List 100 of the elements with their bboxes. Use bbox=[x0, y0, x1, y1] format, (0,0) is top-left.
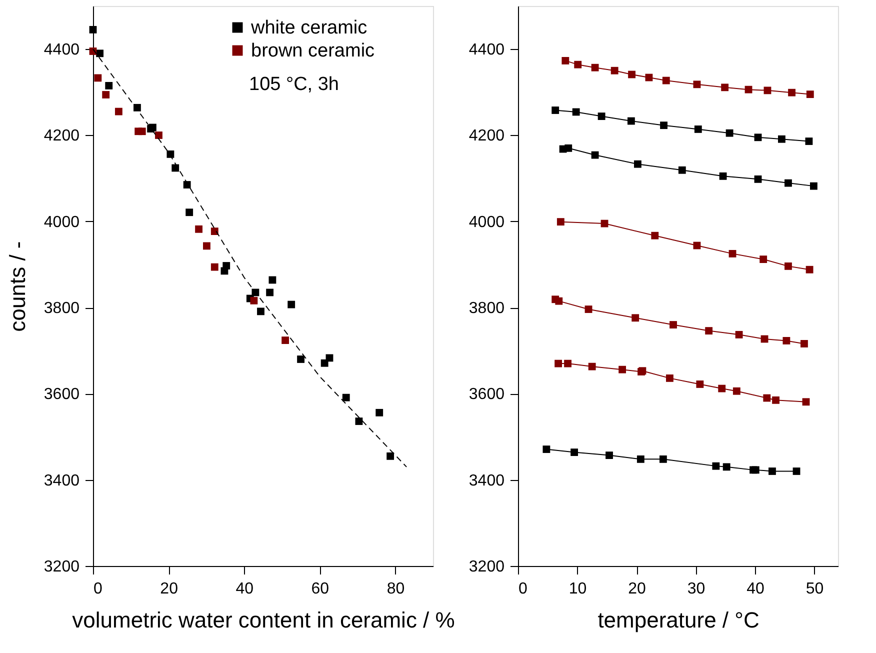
legend-label: brown ceramic bbox=[251, 40, 375, 62]
point bbox=[610, 66, 618, 74]
point bbox=[288, 300, 296, 308]
point bbox=[155, 132, 162, 139]
point bbox=[660, 122, 668, 130]
point bbox=[210, 228, 218, 235]
y-tick-label: 4200 bbox=[468, 128, 505, 145]
y-tick-label: 3400 bbox=[44, 472, 80, 490]
x-tick-label: 40 bbox=[236, 580, 254, 598]
point bbox=[210, 263, 218, 271]
point bbox=[712, 462, 720, 470]
y-tick-label: 3200 bbox=[44, 558, 80, 576]
point bbox=[806, 90, 814, 98]
y-tick-label: 3800 bbox=[468, 300, 505, 318]
point bbox=[266, 288, 274, 296]
point bbox=[222, 262, 230, 270]
point bbox=[89, 26, 97, 34]
point bbox=[584, 306, 592, 313]
point bbox=[651, 232, 659, 240]
y-tick-label: 4000 bbox=[44, 214, 80, 231]
point bbox=[696, 380, 704, 388]
point bbox=[805, 138, 813, 145]
point bbox=[693, 80, 701, 88]
point bbox=[554, 360, 562, 368]
x-tick-label: 20 bbox=[628, 580, 646, 598]
point bbox=[376, 408, 384, 416]
x-tick-label: 80 bbox=[386, 580, 405, 598]
point bbox=[203, 242, 210, 250]
point bbox=[810, 182, 818, 190]
y-tick-label: 4000 bbox=[468, 214, 505, 231]
point bbox=[627, 117, 635, 125]
y-tick-label: 4200 bbox=[44, 128, 80, 145]
point bbox=[802, 398, 810, 406]
x-tick-label: 30 bbox=[687, 580, 706, 598]
point bbox=[572, 108, 580, 116]
point bbox=[166, 150, 174, 158]
point bbox=[694, 125, 702, 133]
point bbox=[666, 374, 674, 382]
point bbox=[564, 360, 572, 368]
point bbox=[760, 256, 768, 263]
point bbox=[186, 208, 194, 216]
point bbox=[574, 60, 582, 68]
point bbox=[564, 144, 572, 152]
point bbox=[562, 57, 570, 64]
point bbox=[588, 362, 596, 370]
y-tick-label: 3400 bbox=[468, 472, 505, 490]
y-tick-label: 4400 bbox=[44, 42, 80, 59]
x-axis-title: volumetric water content in ceramic / % bbox=[72, 608, 455, 632]
point bbox=[718, 384, 726, 392]
x-tick-label: 10 bbox=[568, 580, 587, 598]
y-tick-label: 3600 bbox=[468, 386, 505, 404]
y-tick-label: 3600 bbox=[44, 386, 80, 404]
point bbox=[555, 297, 563, 305]
point bbox=[782, 337, 790, 344]
point bbox=[722, 463, 730, 471]
point bbox=[326, 354, 334, 362]
point bbox=[728, 250, 736, 258]
x-tick-label: 0 bbox=[518, 580, 528, 598]
point bbox=[772, 396, 780, 404]
point bbox=[268, 276, 276, 284]
point bbox=[195, 225, 202, 233]
point bbox=[96, 50, 104, 58]
point bbox=[570, 448, 578, 456]
point bbox=[784, 262, 792, 270]
point bbox=[591, 64, 599, 72]
legend-label: white ceramic bbox=[250, 18, 368, 38]
point bbox=[792, 468, 800, 475]
point bbox=[735, 330, 743, 338]
point bbox=[784, 179, 792, 187]
point bbox=[778, 135, 786, 143]
point bbox=[320, 359, 328, 367]
point bbox=[102, 91, 110, 98]
point bbox=[754, 175, 762, 183]
x-tick-label: 40 bbox=[746, 580, 765, 598]
point bbox=[114, 108, 122, 116]
point bbox=[678, 166, 686, 174]
point bbox=[257, 308, 264, 316]
point bbox=[662, 76, 670, 84]
point bbox=[800, 340, 808, 348]
point bbox=[598, 112, 606, 120]
point bbox=[133, 104, 141, 112]
point bbox=[94, 74, 102, 82]
point bbox=[788, 88, 796, 96]
point bbox=[282, 336, 289, 344]
point bbox=[705, 327, 713, 335]
point bbox=[721, 84, 729, 92]
point bbox=[670, 321, 677, 328]
point bbox=[105, 82, 113, 90]
point bbox=[297, 356, 304, 363]
point bbox=[744, 86, 752, 94]
x-tick-label: 20 bbox=[160, 580, 178, 598]
point bbox=[764, 86, 772, 94]
x-tick-label: 60 bbox=[311, 580, 330, 598]
point bbox=[552, 106, 560, 114]
point bbox=[342, 394, 350, 402]
x-tick-label: 0 bbox=[94, 580, 102, 598]
annotation: 105 °C, 3h bbox=[249, 74, 339, 95]
point bbox=[634, 160, 642, 168]
point bbox=[591, 151, 599, 159]
point bbox=[542, 446, 550, 453]
